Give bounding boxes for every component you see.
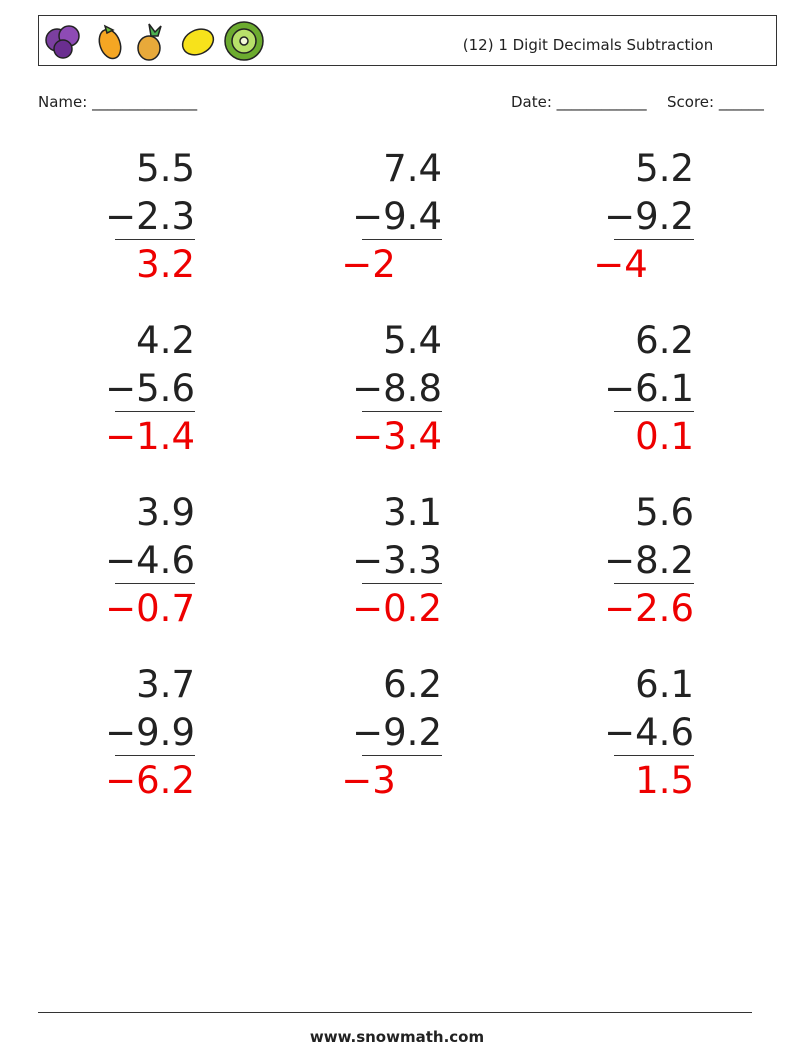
answer: 3.2: [136, 243, 195, 286]
problem: 5.6 −8.2 −2.6: [554, 489, 694, 633]
header-box: [38, 15, 777, 66]
problem: 5.2 −9.2 −4: [554, 145, 694, 289]
subtrahend: −8.2: [604, 539, 694, 582]
answer: 0.1: [635, 415, 694, 458]
answer-rule: [362, 411, 442, 412]
answer-rule: [614, 239, 694, 240]
answer: −2: [341, 243, 396, 286]
problem: 6.2 −9.2 −3: [302, 661, 442, 805]
answer-rule: [115, 239, 195, 240]
answer: −0.7: [105, 587, 195, 630]
minuend: 4.2: [136, 319, 195, 362]
problem: 4.2 −5.6 −1.4: [55, 317, 195, 461]
date-field: Date: ____________: [511, 93, 647, 111]
minuend: 3.9: [136, 491, 195, 534]
minuend: 5.2: [635, 147, 694, 190]
answer: −3: [341, 759, 396, 802]
score-field: Score: ______: [667, 93, 764, 111]
subtrahend: −8.8: [352, 367, 442, 410]
problem: 7.4 −9.4 −2: [302, 145, 442, 289]
problem: 3.7 −9.9 −6.2: [55, 661, 195, 805]
minuend: 5.4: [383, 319, 442, 362]
answer: −0.2: [352, 587, 442, 630]
answer-rule: [362, 239, 442, 240]
minuend: 3.7: [136, 663, 195, 706]
answer-rule: [115, 411, 195, 412]
name-field: Name: ______________: [38, 93, 198, 111]
fruit-icons: [45, 21, 264, 61]
answer-rule: [115, 755, 195, 756]
subtrahend: −9.2: [604, 195, 694, 238]
answer-rule: [362, 583, 442, 584]
answer: −1.4: [105, 415, 195, 458]
minuend: 6.1: [635, 663, 694, 706]
subtrahend: −9.4: [352, 195, 442, 238]
answer-rule: [362, 755, 442, 756]
answer-rule: [614, 411, 694, 412]
minuend: 6.2: [635, 319, 694, 362]
footer-url: www.snowmath.com: [309, 1028, 485, 1046]
subtrahend: −9.9: [105, 711, 195, 754]
answer-rule: [115, 583, 195, 584]
problem: 6.1 −4.6 1.5: [554, 661, 694, 805]
problem: 5.4 −8.8 −3.4: [302, 317, 442, 461]
problem: 6.2 −6.1 0.1: [554, 317, 694, 461]
worksheet-title: (12) 1 Digit Decimals Subtraction: [462, 36, 714, 54]
subtrahend: −9.2: [352, 711, 442, 754]
minuend: 3.1: [383, 491, 442, 534]
answer: −2.6: [604, 587, 694, 630]
minuend: 5.5: [136, 147, 195, 190]
subtrahend: −2.3: [105, 195, 195, 238]
subtrahend: −4.6: [105, 539, 195, 582]
subtrahend: −6.1: [604, 367, 694, 410]
problem: 5.5 −2.3 3.2: [55, 145, 195, 289]
minuend: 7.4: [383, 147, 442, 190]
answer: 1.5: [635, 759, 694, 802]
answer: −3.4: [352, 415, 442, 458]
answer-rule: [614, 755, 694, 756]
subtrahend: −4.6: [604, 711, 694, 754]
problem: 3.9 −4.6 −0.7: [55, 489, 195, 633]
problem: 3.1 −3.3 −0.2: [302, 489, 442, 633]
subtrahend: −3.3: [352, 539, 442, 582]
answer-rule: [614, 583, 694, 584]
footer-rule: [38, 1012, 752, 1013]
minuend: 6.2: [383, 663, 442, 706]
answer: −6.2: [105, 759, 195, 802]
answer: −4: [593, 243, 648, 286]
subtrahend: −5.6: [105, 367, 195, 410]
minuend: 5.6: [635, 491, 694, 534]
